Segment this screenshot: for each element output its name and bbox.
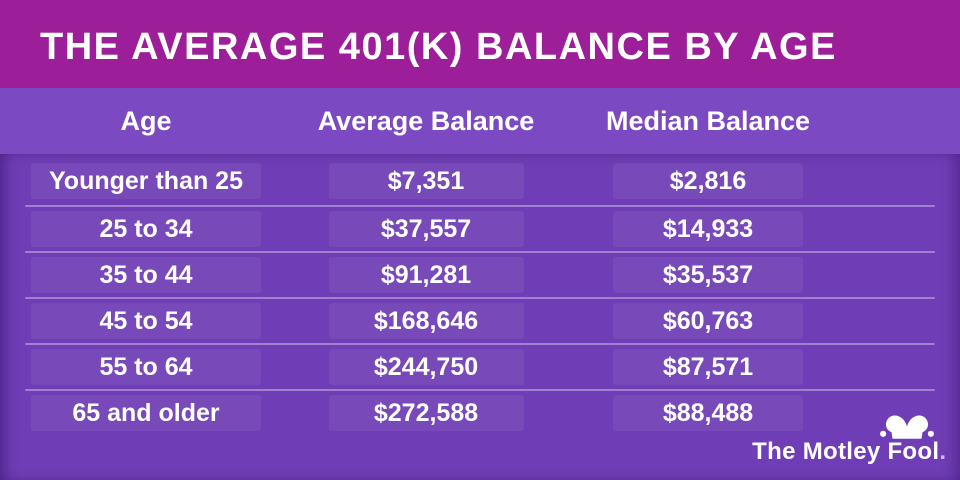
- average-balance-cell: $91,281: [328, 257, 524, 293]
- median-balance-cell: $60,763: [613, 303, 803, 339]
- average-balance-cell: $7,351: [328, 163, 524, 199]
- table-row: 65 and older $272,588 $88,488: [0, 391, 960, 435]
- average-balance-cell: $168,646: [328, 303, 524, 339]
- average-balance-cell: $272,588: [328, 395, 524, 431]
- motley-fool-logo: The Motley Fool.: [752, 415, 946, 466]
- table-row: 35 to 44 $91,281 $35,537: [0, 253, 960, 297]
- table-body: Younger than 25 $7,351 $2,816 25 to 34 $…: [0, 154, 960, 480]
- title-bar: THE AVERAGE 401(K) BALANCE BY AGE: [0, 0, 960, 88]
- average-balance-cell: $244,750: [328, 349, 524, 385]
- age-cell: 45 to 54: [31, 303, 261, 339]
- column-header-average-balance: Average Balance: [317, 105, 535, 136]
- brand-period: .: [939, 438, 946, 465]
- table-row: 45 to 54 $168,646 $60,763: [0, 299, 960, 343]
- age-cell: 55 to 64: [31, 349, 261, 385]
- age-cell: 35 to 44: [31, 257, 261, 293]
- row-divider: [25, 297, 935, 299]
- age-cell: 25 to 34: [31, 211, 261, 247]
- row-divider: [25, 251, 935, 253]
- median-balance-cell: $88,488: [613, 395, 803, 431]
- age-cell: 65 and older: [31, 395, 261, 431]
- column-header-median-balance: Median Balance: [605, 105, 811, 136]
- table-row: 25 to 34 $37,557 $14,933: [0, 207, 960, 251]
- median-balance-cell: $14,933: [613, 211, 803, 247]
- page-title: THE AVERAGE 401(K) BALANCE BY AGE: [40, 25, 837, 68]
- median-balance-cell: $87,571: [613, 349, 803, 385]
- brand-name: The Motley Fool: [752, 438, 940, 465]
- median-balance-cell: $35,537: [613, 257, 803, 293]
- table-row: 55 to 64 $244,750 $87,571: [0, 345, 960, 389]
- jester-cap-icon: [880, 415, 934, 439]
- table-header-row: Age Average Balance Median Balance: [0, 88, 960, 154]
- row-divider: [25, 389, 935, 391]
- average-balance-cell: $37,557: [328, 211, 524, 247]
- row-divider: [25, 205, 935, 207]
- age-cell: Younger than 25: [31, 163, 261, 199]
- row-divider: [25, 343, 935, 345]
- column-header-age: Age: [120, 105, 172, 136]
- median-balance-cell: $2,816: [613, 163, 803, 199]
- table-row: Younger than 25 $7,351 $2,816: [0, 157, 960, 205]
